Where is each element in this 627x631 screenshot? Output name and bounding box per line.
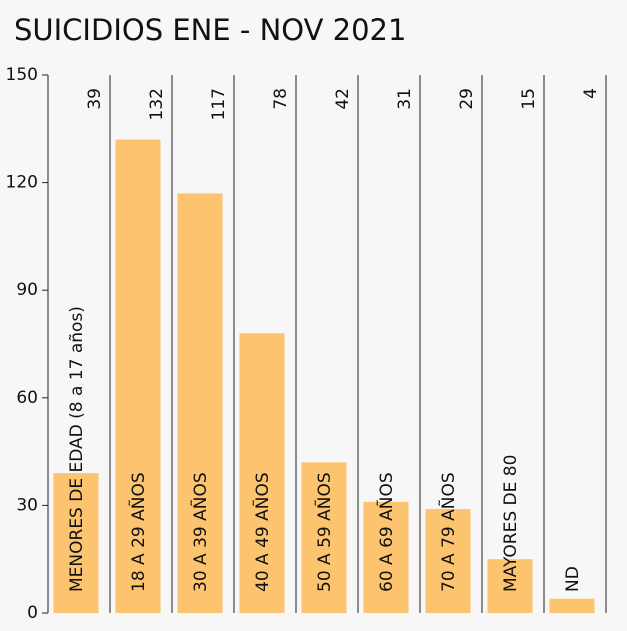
category-label: ND	[563, 566, 583, 592]
y-tick-label: 30	[16, 495, 38, 515]
bar	[301, 462, 347, 613]
value-label: 78	[271, 88, 291, 110]
category-label: 40 A 49 AÑOS	[251, 472, 273, 592]
category-label: MENORES DE EDAD (8 a 17 años)	[67, 306, 87, 592]
chart-title: SUICIDIOS ENE - NOV 2021	[14, 13, 406, 47]
value-label: 4	[581, 88, 601, 99]
category-label: 70 A 79 AÑOS	[437, 472, 459, 592]
y-tick-label: 60	[16, 388, 38, 408]
bar	[363, 501, 409, 613]
value-label: 132	[147, 88, 167, 120]
bar	[549, 598, 595, 613]
value-label: 117	[209, 88, 229, 120]
category-label: 30 A 39 AÑOS	[189, 472, 211, 592]
bar	[239, 333, 285, 613]
bar	[487, 559, 533, 613]
category-label: MAYORES DE 80	[501, 455, 521, 592]
y-tick-label: 90	[16, 280, 38, 300]
bar	[115, 139, 161, 613]
bar	[177, 193, 223, 614]
value-label: 42	[333, 88, 353, 110]
category-label: 18 A 29 AÑOS	[127, 472, 149, 592]
value-label: 15	[519, 88, 539, 110]
bar	[53, 473, 99, 613]
bar	[425, 508, 471, 613]
category-label: 60 A 69 AÑOS	[375, 472, 397, 592]
y-tick-label: 150	[6, 65, 38, 85]
value-label: 39	[85, 88, 105, 110]
y-tick-label: 0	[27, 603, 38, 623]
value-label: 29	[457, 88, 477, 110]
category-label: 50 A 59 AÑOS	[313, 472, 335, 592]
y-tick-label: 120	[6, 173, 38, 193]
value-label: 31	[395, 88, 415, 110]
